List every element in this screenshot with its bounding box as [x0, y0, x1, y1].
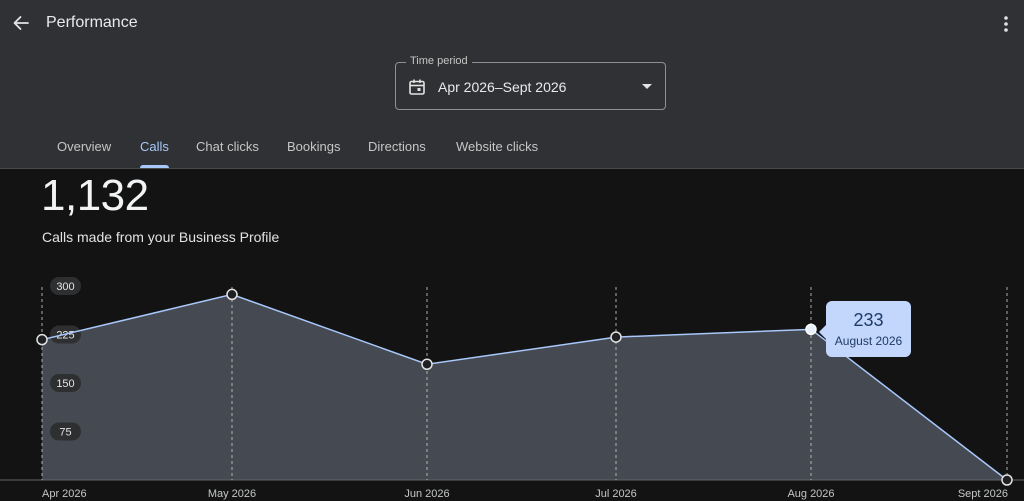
total-calls-description: Calls made from your Business Profile [42, 229, 280, 245]
arrow-back-icon [13, 16, 29, 30]
chart-tooltip: 233 August 2026 [819, 301, 911, 357]
y-tick-pill-0 [50, 277, 81, 295]
y-tick-label-0: 300 [56, 281, 74, 293]
x-tick-label-0: Apr 2026 [42, 488, 87, 500]
data-point-4 [805, 323, 817, 336]
data-point-1 [226, 288, 238, 301]
tab-website-clicks[interactable]: Website clicks [456, 139, 539, 154]
calendar-icon [409, 79, 425, 95]
tab-directions[interactable]: Directions [368, 139, 426, 154]
time-period-label: Time period [406, 55, 472, 67]
tab-overview[interactable]: Overview [57, 139, 112, 154]
tab-calls[interactable]: Calls [140, 139, 169, 168]
y-tick-pill-2 [50, 374, 81, 392]
x-tick-label-3: Jul 2026 [595, 488, 637, 500]
time-period-value: Apr 2026–Sept 2026 [438, 79, 567, 95]
top-bar: Performance Time period Apr 2026–Sept 20… [0, 0, 1024, 169]
y-tick-label-2: 150 [56, 378, 74, 390]
time-period-select[interactable]: Time period Apr 2026–Sept 2026 [395, 55, 666, 110]
x-tick-label-2: Jun 2026 [404, 488, 449, 500]
back-button[interactable] [10, 12, 32, 34]
data-point-2 [421, 358, 433, 370]
page-title: Performance [46, 14, 138, 31]
y-tick-pill-3 [50, 422, 81, 441]
more-options-button[interactable] [996, 13, 1016, 35]
x-tick-label-4: Aug 2026 [787, 488, 834, 500]
chevron-down-icon [642, 84, 652, 89]
chart-area [42, 294, 1007, 480]
total-calls-value: 1,132 [41, 171, 149, 220]
data-point-0 [36, 333, 48, 346]
tooltip-label: August 2026 [834, 334, 903, 348]
y-tick-label-3: 75 [59, 427, 71, 439]
x-tick-label-1: May 2026 [208, 488, 256, 500]
data-point-5 [1001, 474, 1013, 486]
tooltip-value: 233 [853, 310, 884, 330]
tab-bookings[interactable]: Bookings [287, 139, 341, 154]
tab-chat-clicks[interactable]: Chat clicks [196, 139, 259, 154]
tab-bar: Overview Calls Chat clicks Bookings Dire… [0, 130, 1024, 168]
more-vert-icon [1004, 16, 1008, 32]
x-tick-label-5: Sept 2026 [958, 488, 1008, 500]
data-point-3 [610, 331, 622, 343]
